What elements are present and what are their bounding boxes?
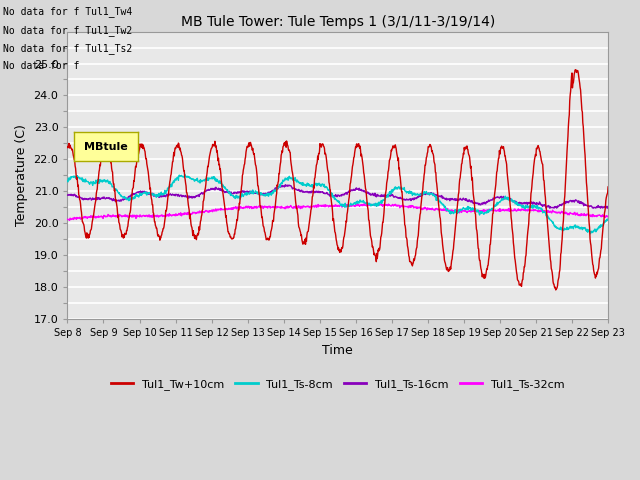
Text: No data for f Tul1_Tw4: No data for f Tul1_Tw4 (3, 6, 132, 17)
Legend: Tul1_Tw+10cm, Tul1_Ts-8cm, Tul1_Ts-16cm, Tul1_Ts-32cm: Tul1_Tw+10cm, Tul1_Ts-8cm, Tul1_Ts-16cm,… (106, 374, 569, 394)
Y-axis label: Temperature (C): Temperature (C) (15, 124, 28, 226)
Text: No data for f: No data for f (3, 61, 79, 71)
X-axis label: Time: Time (323, 344, 353, 357)
Text: No data for f Tul1_Ts2: No data for f Tul1_Ts2 (3, 43, 132, 54)
Text: No data for f Tul1_Tw2: No data for f Tul1_Tw2 (3, 24, 132, 36)
Title: MB Tule Tower: Tule Temps 1 (3/1/11-3/19/14): MB Tule Tower: Tule Temps 1 (3/1/11-3/19… (180, 15, 495, 29)
Text: MBtule: MBtule (84, 142, 128, 152)
